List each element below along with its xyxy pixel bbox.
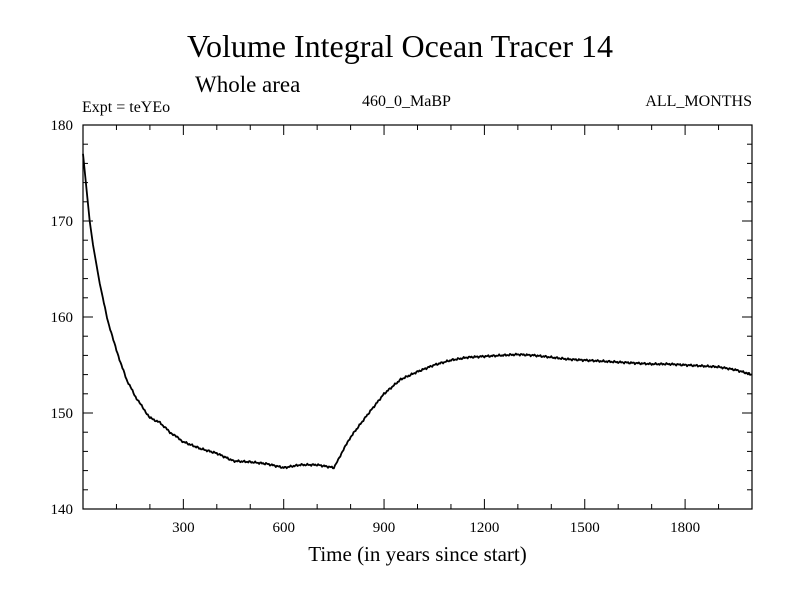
y-tick-label: 160 [51,310,74,326]
series-line [82,153,753,470]
axis-tick-labels: 300 600 900 1200 1500 1800 140 150 160 170 180 [51,118,701,536]
x-tick-label: 1200 [469,520,499,536]
y-tick-label: 150 [51,406,74,422]
chart-title: Volume Integral Ocean Tracer 14 [187,28,613,64]
y-tick-label: 140 [51,502,74,518]
x-tick-label: 300 [172,520,195,536]
experiment-label: Expt = teYEo [82,99,171,116]
x-axis-label: Time (in years since start) [308,542,527,566]
run-label: 460_0_MaBP [362,93,451,110]
x-tick-label: 900 [373,520,396,536]
x-tick-label: 1800 [670,520,700,536]
y-tick-label: 170 [51,214,74,230]
x-tick-label: 600 [272,520,295,536]
chart-subtitle: Whole area [195,72,301,97]
y-tick-label: 180 [51,118,74,134]
x-tick-label: 1500 [570,520,600,536]
months-label: ALL_MONTHS [645,93,752,110]
plot-frame [82,124,753,510]
axis-ticks [83,124,752,510]
